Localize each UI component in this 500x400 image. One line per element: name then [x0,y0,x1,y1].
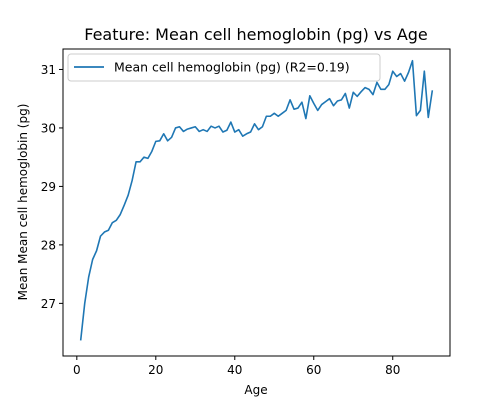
legend-entry-label: Mean cell hemoglobin (pg) (R2=0.19) [114,60,350,75]
y-tick-label: 31 [41,63,56,77]
y-tick-label: 29 [41,180,56,194]
plot-frame [62,48,451,357]
x-tick-label: 0 [73,363,81,377]
x-tick-label: 40 [227,363,242,377]
series-line [79,59,434,341]
x-tick-label: 80 [385,363,400,377]
y-tick-label: 30 [41,121,56,135]
x-tick-label: 20 [148,363,163,377]
x-axis-label: Age [244,383,267,397]
y-axis-label: Mean Mean cell hemoglobin (pg) [16,104,30,301]
tick-group: 0 20 40 60 80 27 28 29 30 31 [41,63,401,377]
y-tick-label: 28 [41,238,56,252]
chart-title: Feature: Mean cell hemoglobin (pg) vs Ag… [84,25,428,44]
legend-box [67,53,381,82]
x-tick-label: 60 [306,363,321,377]
y-tick-label: 27 [41,297,56,311]
legend: Mean cell hemoglobin (pg) (R2=0.19) [67,53,381,82]
plot-area [79,59,434,341]
